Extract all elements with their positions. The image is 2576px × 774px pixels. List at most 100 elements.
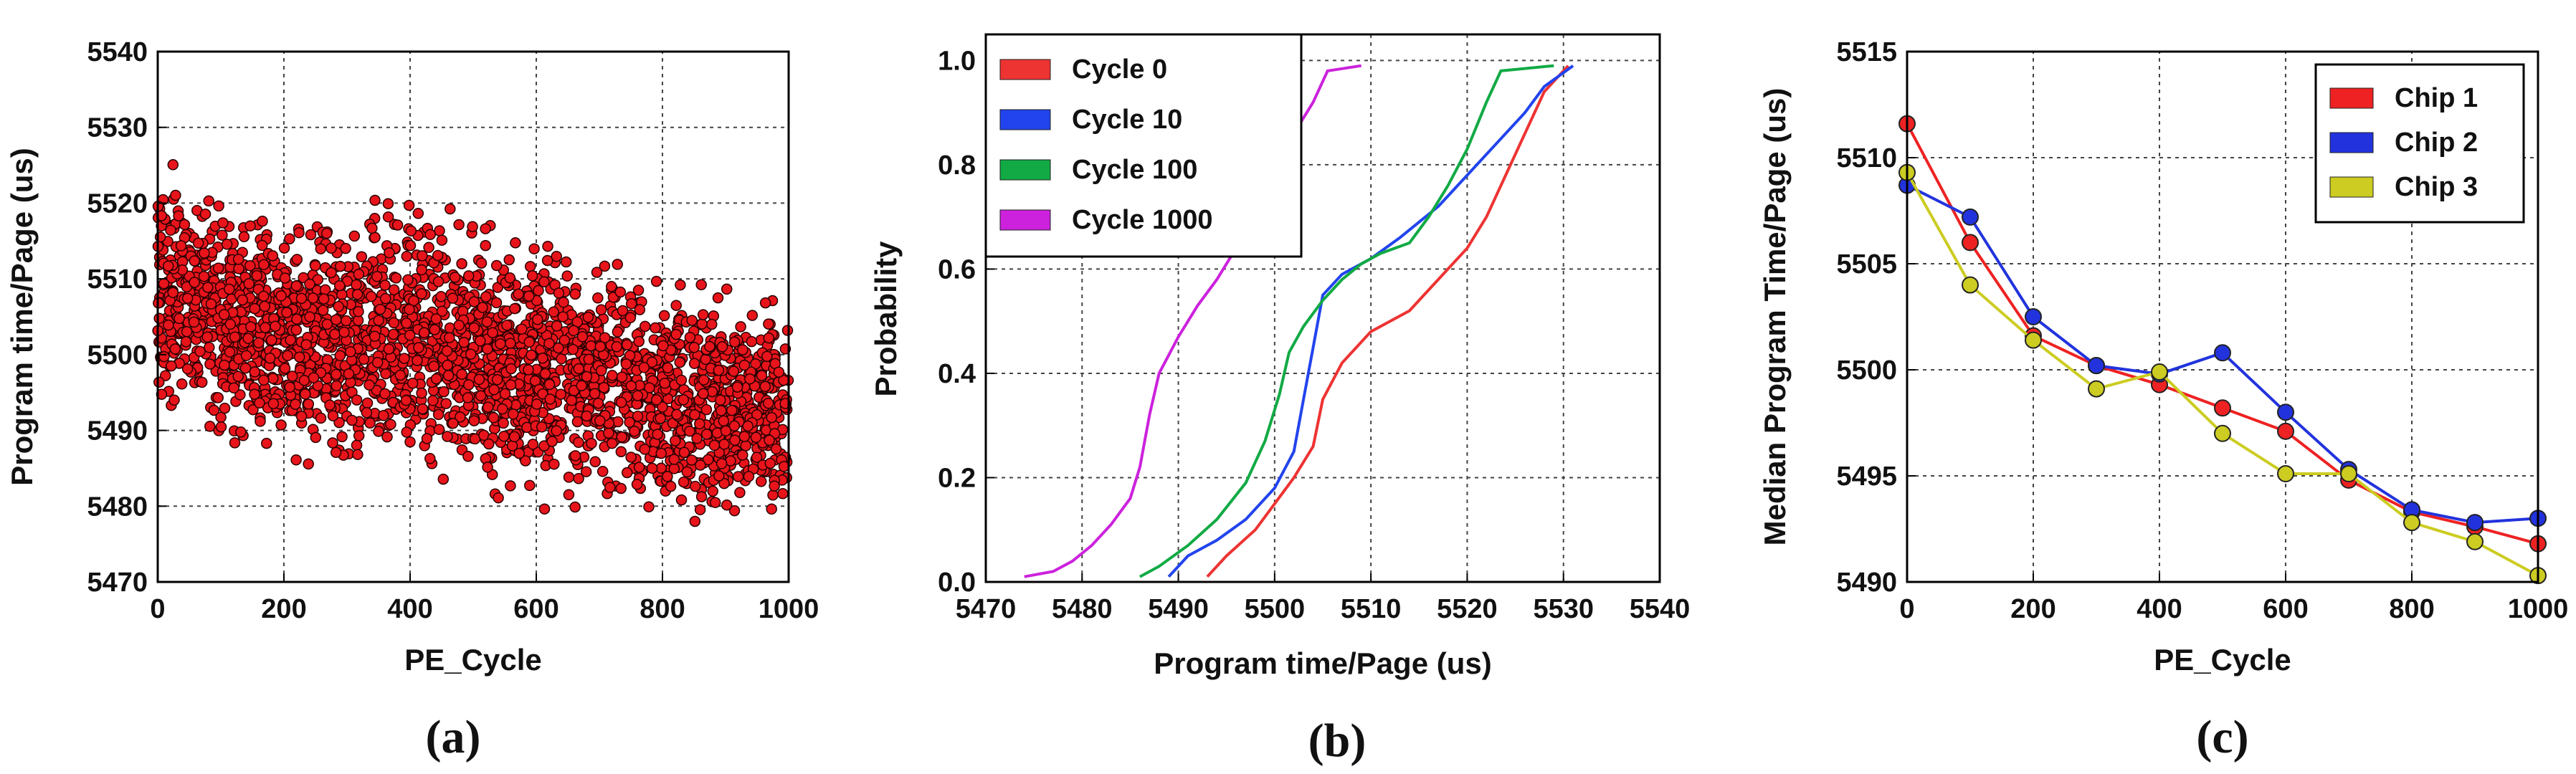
panel-a-point [499,388,511,400]
panel-a-point [163,319,174,331]
panel-a-point [456,258,467,269]
panel-c-series-marker [2088,380,2105,398]
panel-a-point [166,360,177,372]
panel-a-point [217,217,229,229]
panel-a-point [604,482,616,493]
panel-a-point [189,255,200,267]
panel-a-point [429,324,441,335]
panel-a-point [670,328,682,340]
panel-a-point [317,305,329,316]
panel-a-point [729,434,741,446]
panel-a-point [709,497,721,508]
panel-a-point [378,410,389,421]
panel-a-point [638,362,650,373]
panel-a-point [363,379,375,391]
panel-a-point [546,436,558,447]
panel-a-point [421,433,433,444]
panel-a-point [224,283,235,295]
panel-a-point [196,376,208,388]
panel-a-point [361,407,373,419]
panel-a-point [219,402,231,414]
panel-a-point [475,335,486,347]
panel-a-point [632,390,644,401]
panel-a-ytick-label: 5540 [87,37,148,67]
panel-a-point [194,345,206,358]
panel-a-point [728,336,741,348]
panel-a-point [412,208,424,219]
panel-a-point [188,316,200,328]
panel-a-point [697,309,709,320]
panel-a-point [238,231,250,243]
panel-a-point [303,458,314,470]
panel-a-point [290,280,303,292]
panel-a-point [594,415,606,426]
panel-a-point [718,439,730,450]
panel-b-tag: (b) [1308,715,1367,767]
panel-a-point [573,473,584,484]
panel-a-point [353,430,365,441]
panel-a-point [643,501,655,512]
panel-a-point [286,371,298,382]
panel-c-xtick-label: 200 [2010,594,2055,624]
panel-a-point [685,454,698,466]
panel-a-point [652,429,663,440]
panel-a-point [383,343,395,355]
panel-a-point [379,280,391,291]
panel-a-point [706,318,718,330]
panel-a-point [560,256,572,268]
panel-a-point [257,215,268,227]
panel-a-point [388,284,400,296]
panel-a-point [629,425,640,437]
panel-a-point [592,397,604,409]
panel-a-point [413,342,424,353]
panel-a-point [417,250,428,262]
panel-a-point [240,350,252,361]
panel-a-point [689,515,701,527]
panel-c-series-marker [2214,399,2231,417]
panel-a-point [544,393,556,405]
panel-a-point [538,276,550,288]
panel-a-point [244,260,256,272]
panel-a-point [233,263,244,274]
panel-a-point [257,290,270,302]
panel-c-ytick-label: 5515 [1836,37,1897,67]
panel-a-point [495,338,506,350]
panel-a-point [290,324,303,336]
panel-a-point [662,362,674,374]
panel-a-point [614,286,627,298]
panel-c-legend-label: Chip 1 [2395,83,2478,113]
panel-a-point [563,472,575,483]
panel-c-tag: (c) [2196,711,2248,763]
panel-a-point [766,411,778,424]
panel-a-point [348,230,361,242]
panel-a-point [543,338,555,350]
panel-c-legend-swatch [2329,176,2374,198]
panel-a-point [480,291,492,302]
panel-a-point [387,328,399,340]
panel-a-point [416,387,427,399]
panel-a-point [505,338,516,349]
panel-a-point [746,335,758,348]
panel-a-point [567,343,579,355]
panel-a-point [770,443,782,455]
panel-a-point [204,421,216,432]
panel-a-point [508,431,521,443]
panel-a-point [221,239,233,250]
panel-a-point [320,227,333,239]
panel-a-point [738,431,751,442]
panel-a-point [764,457,776,469]
panel-a-point [224,346,236,358]
panel-a-point [232,371,244,382]
panel-a-point [382,198,394,209]
panel-a-point [582,311,594,323]
panel-a-point [468,322,480,334]
panel-a-point [537,353,548,364]
panel-a-point [366,290,377,302]
panel-c-series-marker [2025,308,2042,325]
panel-a-point [300,339,312,350]
panel-a-point [713,364,725,376]
panel-a-point [712,292,724,304]
panel-a-point [181,325,193,338]
panel-a-ylabel: Program time/Page (us) [5,148,39,485]
panel-a-point [462,270,475,282]
